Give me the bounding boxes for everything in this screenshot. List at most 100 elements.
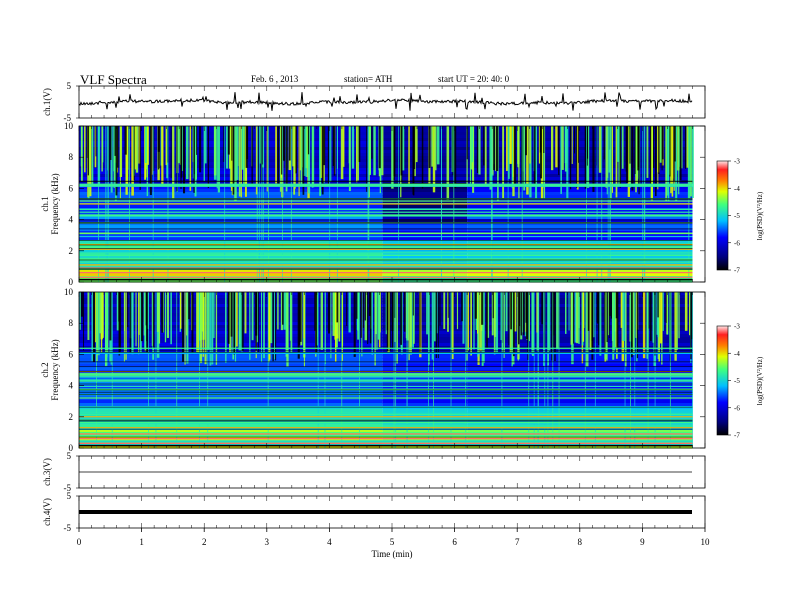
noise-column [123,292,125,362]
quiet-column [233,292,236,355]
spectrogram-cell [382,201,468,205]
impulse-streak [406,292,408,448]
noise-column [576,126,579,190]
baseline-band [79,278,693,281]
quiet-column [419,292,421,354]
quiet-column [552,292,554,348]
narrowband-line [79,235,693,238]
quiet-column [437,292,439,359]
impulse-streak [155,292,157,448]
quiet-column [609,292,611,316]
spectrogram-cell [79,234,383,238]
noise-column [658,292,661,362]
quiet-column [576,126,578,188]
x-tick-label: 10 [701,537,711,547]
spectrogram-cell [467,186,693,190]
spectrogram-cell [382,301,468,305]
quiet-column [231,126,233,161]
noise-column [462,292,465,344]
x-axis-label: Time (min) [372,549,413,559]
quiet-column [170,126,172,179]
spectrogram-cell [382,228,468,232]
noise-column [255,126,258,195]
noise-column [391,126,394,189]
quiet-column [679,126,682,181]
y-tick-label: 5 [67,491,72,501]
spectrogram-cell [382,270,468,274]
spectrogram-cell [467,397,693,401]
noise-column [161,126,164,185]
noise-column [197,292,200,354]
quiet-column [336,292,339,323]
y-tick-label: 6 [69,183,74,193]
quiet-column [636,292,639,359]
noise-column [402,126,405,171]
impulse-streak [393,292,395,448]
narrowband-line [79,418,693,420]
spectrogram-cell [467,165,693,169]
spectrogram-cell [467,367,693,371]
spectrogram-cell [382,340,468,344]
noise-column [94,126,97,168]
spectrogram-cell [382,295,468,299]
panel-ch1-spectrogram: 0 2 4 6 8 10 [64,121,706,287]
spectrogram-cell [467,358,693,362]
spectrogram-cell [382,394,468,398]
noise-column [470,292,472,356]
noise-column [613,292,616,352]
noise-column [330,292,332,359]
quiet-column [277,126,280,185]
quiet-column [512,292,515,357]
noise-column [185,126,189,180]
noise-column [608,292,610,336]
quiet-column [368,292,371,316]
quiet-column [133,126,135,181]
noise-column [333,292,336,331]
spectrogram-cell [382,436,468,440]
narrowband-line [79,435,693,437]
noise-column [431,292,434,360]
quiet-column [483,126,485,166]
quiet-column [207,126,209,189]
x-tick-label: 8 [578,537,583,547]
spectrogram-cell [467,307,693,311]
spectrogram-cell [382,180,468,184]
noise-column [611,126,614,193]
quiet-column [124,126,127,155]
colorbar-gradient [716,160,729,271]
narrowband-line [79,198,693,200]
spectrogram-cell [467,261,693,265]
noise-column [671,126,674,179]
narrowband-line [79,416,693,418]
spectrogram-cell [79,186,383,190]
spectrogram-cell [382,162,468,166]
spectrogram-cell [467,325,693,329]
spectrogram-cell [467,201,693,205]
quiet-column [496,126,499,172]
noise-column [451,292,454,360]
spectrogram-cell [467,319,693,323]
quiet-column [661,126,663,171]
quiet-column [616,292,619,349]
spectrogram-cell [382,159,468,163]
quiet-column [116,126,119,168]
noise-column [196,292,199,353]
impulse-streak [594,292,596,448]
noise-column [279,126,282,192]
noise-column [211,292,214,365]
narrowband-line [79,211,693,213]
panel-ch1-timeseries: 5 -5 [64,81,706,123]
quiet-column [378,126,381,169]
quiet-column [127,292,129,327]
noise-column [371,292,373,355]
impulse-streak [624,292,626,448]
noise-column [615,126,618,198]
noise-column [138,292,140,335]
impulse-streak [501,292,503,448]
narrowband-line [79,438,693,440]
spectrogram-cell [79,403,383,407]
noise-column [289,292,291,341]
quiet-column [527,292,529,342]
spectrogram-cell [79,255,383,259]
spectrogram-cell [382,219,468,223]
